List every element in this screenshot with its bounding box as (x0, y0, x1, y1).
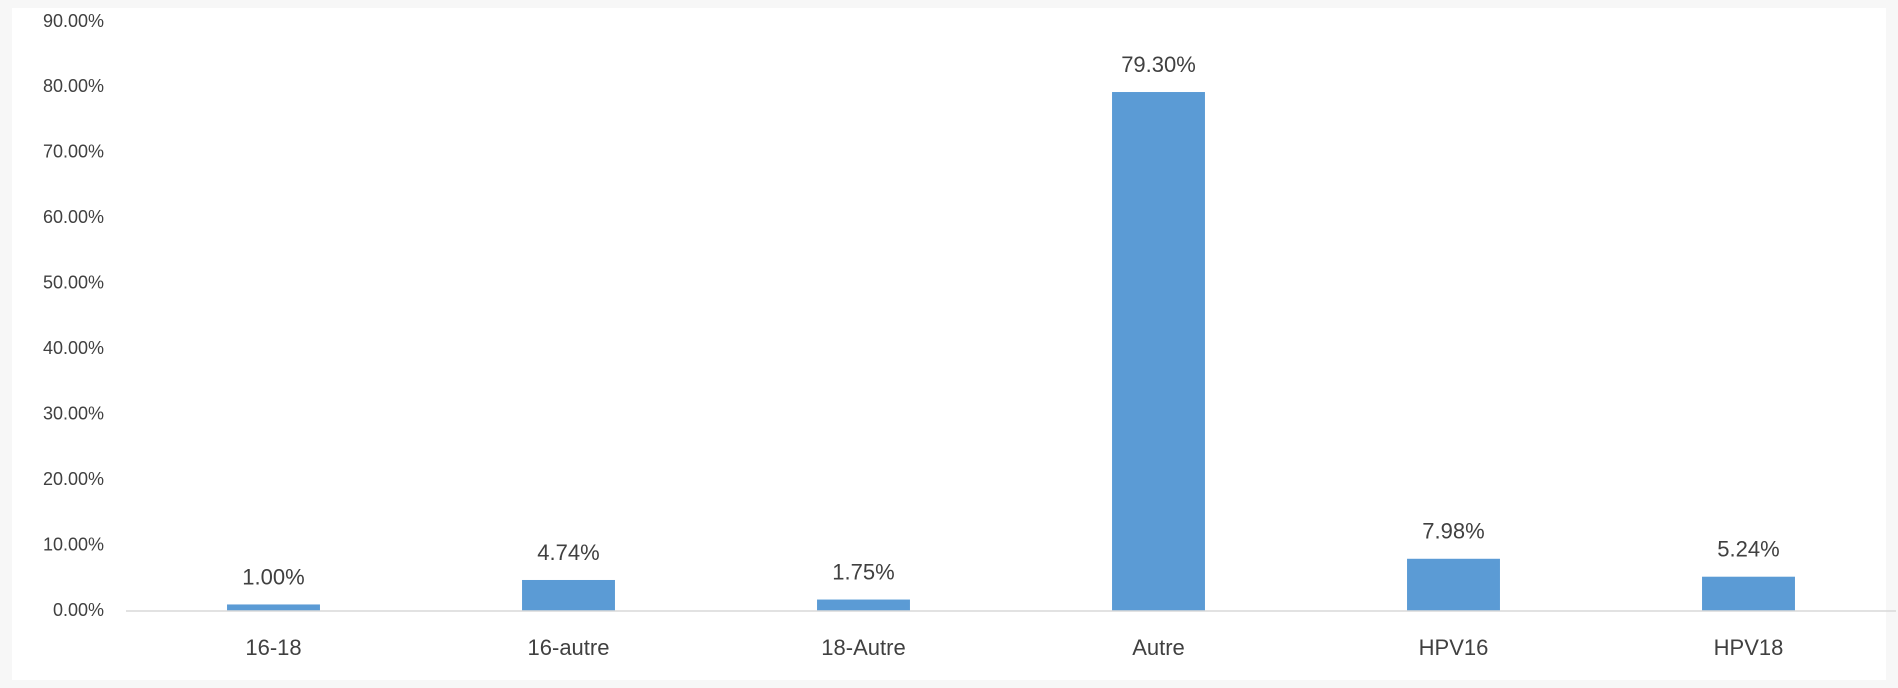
x-tick-label: HPV18 (1714, 635, 1784, 660)
y-tick-label: 90.00% (43, 11, 104, 31)
y-tick-label: 70.00% (43, 142, 104, 162)
plot-background (12, 8, 1886, 680)
y-tick-label: 0.00% (53, 600, 104, 620)
bar (1702, 576, 1795, 611)
y-tick-label: 40.00% (43, 338, 104, 358)
data-label: 79.30% (1121, 52, 1196, 77)
data-label: 4.74% (537, 540, 599, 565)
y-tick-label: 20.00% (43, 469, 104, 489)
x-tick-label: HPV16 (1419, 635, 1489, 660)
bar (227, 604, 320, 611)
x-tick-label: 16-18 (245, 635, 301, 660)
bar (522, 579, 615, 611)
data-label: 5.24% (1717, 537, 1779, 562)
x-tick-label: 16-autre (528, 635, 610, 660)
y-tick-label: 30.00% (43, 403, 104, 423)
x-tick-label: Autre (1132, 635, 1185, 660)
bar (817, 599, 910, 611)
y-tick-label: 60.00% (43, 207, 104, 227)
data-label: 1.75% (832, 559, 894, 584)
y-tick-label: 50.00% (43, 273, 104, 293)
bar (1407, 558, 1500, 611)
y-tick-label: 10.00% (43, 534, 104, 554)
data-label: 7.98% (1422, 519, 1484, 544)
data-label: 1.00% (242, 564, 304, 589)
y-tick-label: 80.00% (43, 76, 104, 96)
bar (1112, 92, 1205, 611)
x-tick-label: 18-Autre (821, 635, 905, 660)
